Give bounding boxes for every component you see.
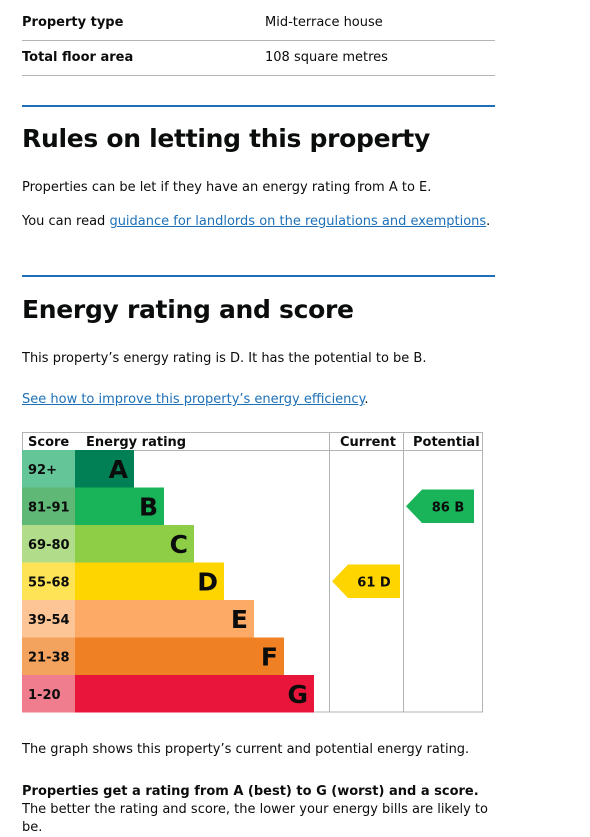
- guidance-prefix: You can read: [22, 214, 110, 229]
- landlord-guidance-link[interactable]: guidance for landlords on the regulation…: [109, 214, 487, 229]
- score-range-c: 69-80: [28, 538, 70, 553]
- rating-letter-c: C: [170, 530, 188, 559]
- score-range-e: 39-54: [28, 613, 70, 628]
- summary-key: Property type: [22, 15, 124, 30]
- rating-bar-d: [75, 562, 224, 600]
- summary-value: Mid-terrace house: [265, 15, 383, 30]
- rating-bar-g: [75, 675, 314, 713]
- rating-letter-f: F: [261, 642, 278, 671]
- current-rating-label: 61 D: [357, 575, 391, 590]
- rating-letter-a: A: [109, 455, 129, 484]
- guidance-suffix: .: [486, 214, 491, 229]
- score-range-a: 92+: [28, 463, 57, 478]
- score-range-g: 1-20: [28, 688, 61, 703]
- letting-heading: Rules on letting this property: [22, 124, 430, 153]
- rating-note-rest: The better the rating and score, the low…: [22, 802, 488, 835]
- current-rating-arrow: [332, 564, 400, 598]
- summary-key: Total floor area: [22, 50, 134, 65]
- graph-note: The graph shows this property’s current …: [22, 742, 470, 757]
- rating-letter-b: B: [139, 492, 158, 521]
- score-range-b: 81-91: [28, 500, 70, 515]
- current-header: Current: [340, 435, 396, 450]
- score-cell-e: [22, 600, 75, 638]
- energy-rating-chart: Score Energy rating Current Potential 92+ A 81…: [22, 432, 483, 713]
- score-cell-c: [22, 525, 75, 563]
- rating-letter-g: G: [287, 680, 308, 709]
- energy-rating-paragraph: This property’s energy rating is D. It h…: [22, 351, 427, 366]
- improve-efficiency-link[interactable]: See how to improve this property’s energ…: [22, 392, 365, 407]
- letting-paragraph: Properties can be let if they have an en…: [22, 180, 432, 195]
- energy-heading: Energy rating and score: [22, 295, 354, 324]
- potential-rating-label: 86 B: [432, 500, 465, 515]
- rating-bar-f: [75, 637, 284, 675]
- section-divider: [22, 105, 495, 107]
- letting-guidance-paragraph: You can read guidance for landlords on t…: [22, 213, 492, 231]
- score-range-d: 55-68: [28, 575, 70, 590]
- rating-bar-e: [75, 600, 254, 638]
- summary-value: 108 square metres: [265, 50, 388, 65]
- rating-bar-c: [75, 525, 194, 563]
- score-cell-a: [22, 450, 75, 488]
- energy-rating-header: Energy rating: [86, 435, 186, 450]
- potential-rating-arrow: [406, 489, 474, 523]
- improve-suffix: .: [364, 392, 369, 407]
- potential-header: Potential: [413, 435, 480, 450]
- rating-bar-a: [75, 450, 134, 488]
- score-cell-d: [22, 562, 75, 600]
- section-divider: [22, 275, 495, 277]
- summary-row-property-type: Property type Mid-terrace house: [22, 0, 495, 41]
- score-header: Score: [28, 435, 69, 450]
- score-cell-g: [22, 675, 75, 713]
- score-range-f: 21-38: [28, 650, 70, 665]
- rating-bar-b: [75, 487, 164, 525]
- summary-row-floor-area: Total floor area 108 square metres: [22, 41, 495, 76]
- rating-note-bold: Properties get a rating from A (best) to…: [22, 784, 479, 799]
- rating-letter-d: D: [197, 567, 218, 596]
- rating-note: Properties get a rating from A (best) to…: [22, 783, 492, 837]
- score-cell-b: [22, 487, 75, 525]
- rating-letter-e: E: [231, 605, 248, 634]
- score-cell-f: [22, 637, 75, 675]
- improve-paragraph: See how to improve this property’s energ…: [22, 391, 492, 409]
